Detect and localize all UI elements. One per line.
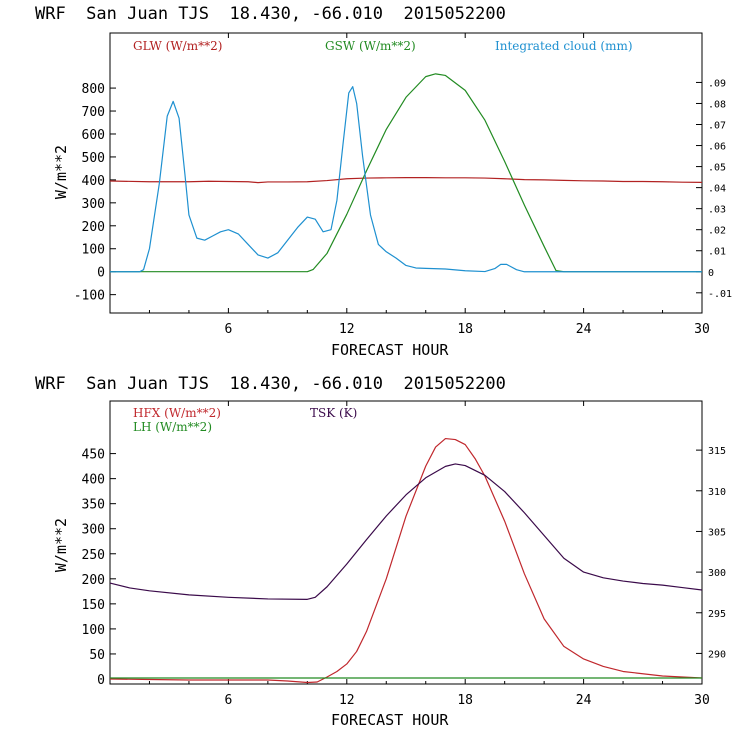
chart1-y2-tick-label: .03 (708, 205, 726, 216)
chart1-series-line-3 (110, 86, 702, 273)
chart1-marks: 6 12 18 24 30 -100 0 100 200 300 400 500 600 700 800 -.… (74, 33, 732, 337)
chart1-y-tick-label: 300 (82, 197, 105, 212)
chart2-y-tick-label: 150 (82, 598, 105, 613)
chart1-y-tick-label: 600 (82, 128, 105, 143)
chart1-y2-tick-label: .09 (708, 78, 726, 89)
chart1-y2-tick-label: .01 (708, 247, 726, 258)
chart2-series-line-3 (109, 463, 703, 600)
chart1-y2-tick-label: .04 (708, 184, 726, 195)
chart2-x-tick-label: 12 (339, 693, 355, 708)
chart1-y-tick-label: 0 (97, 266, 105, 281)
chart1-y2-tick-label: -.01 (708, 289, 732, 300)
chart1-y2-tick-label: .07 (708, 121, 726, 132)
chart2-y-tick-label: 0 (97, 673, 105, 688)
chart1-title: WRF San Juan TJS 18.430, -66.010 2015052… (35, 4, 506, 24)
chart2-y2-tick-label: 295 (708, 609, 726, 620)
chart2-x-axis-label: FORECAST HOUR (331, 711, 449, 729)
chart1-x-tick-label: 30 (694, 322, 710, 337)
chart1-y-tick-label: 200 (82, 220, 105, 235)
chart1-x-tick-label: 24 (576, 322, 592, 337)
chart1-y-tick-label: 800 (82, 82, 105, 97)
chart2-x-tick-label: 18 (457, 693, 473, 708)
chart2-legend-lh: LH (W/m**2) (133, 420, 212, 434)
chart2-legend-tsk: TSK (K) (310, 406, 357, 420)
chart1-y-tick-label: 500 (82, 151, 105, 166)
chart1-x-tick-label: 6 (224, 322, 232, 337)
chart1-x-tick-label: 18 (457, 322, 473, 337)
chart2-title: WRF San Juan TJS 18.430, -66.010 2015052… (35, 374, 506, 394)
chart2-y-tick-label: 350 (82, 498, 105, 513)
chart2-y-tick-label: 50 (89, 648, 105, 663)
chart2-y-tick-label: 250 (82, 548, 105, 563)
chart2-y2-tick-label: 300 (708, 568, 726, 579)
chart1-series-line-1 (109, 176, 703, 184)
chart1-y2-tick-label: 0 (708, 268, 714, 279)
chart1-y-tick-label: -100 (74, 289, 105, 304)
chart2-y-tick-label: 300 (82, 523, 105, 538)
chart1-y2-tick-label: .05 (708, 163, 726, 174)
chart1-y2-tick-label: .06 (708, 142, 726, 153)
chart1-legend-gsw: GSW (W/m**2) (325, 39, 416, 53)
chart2-y2-tick-label: 310 (708, 487, 726, 498)
chart2-y-axis-label: W/m**2 (52, 518, 70, 572)
chart1-y-tick-label: 400 (82, 174, 105, 189)
chart1-y2-tick-label: .02 (708, 226, 726, 237)
chart2-marks: 6 12 18 24 300501001502002503003504004502902… (82, 401, 726, 708)
chart1-legend-cloud: Integrated cloud (mm) (495, 39, 633, 53)
chart1-y-tick-label: 100 (82, 243, 105, 258)
chart1-series-line-2 (110, 73, 702, 273)
chart1-x-tick-label: 12 (339, 322, 355, 337)
chart2-y2-tick-label: 290 (708, 649, 726, 660)
chart2-y-tick-label: 450 (82, 448, 105, 463)
chart1-y-axis-label: W/m**2 (52, 145, 70, 199)
chart2-y-tick-label: 200 (82, 573, 105, 588)
chart2-y2-tick-label: 315 (708, 446, 726, 457)
chart2-y2-tick-label: 305 (708, 527, 726, 538)
chart2-y-tick-label: 100 (82, 623, 105, 638)
chart2-series-line-1 (109, 437, 703, 684)
chart1-x-axis-label: FORECAST HOUR (331, 341, 449, 359)
chart1-plot-frame (109, 32, 703, 314)
chart2-y-tick-label: 400 (82, 473, 105, 488)
chart2-legend-hfx: HFX (W/m**2) (133, 406, 221, 420)
chart2-x-tick-label: 30 (694, 693, 710, 708)
chart1-y-tick-label: 700 (82, 105, 105, 120)
chart2-plot-frame (109, 400, 703, 685)
chart2-x-tick-label: 24 (576, 693, 592, 708)
chart1-legend-glw: GLW (W/m**2) (133, 39, 222, 53)
chart2-x-tick-label: 6 (224, 693, 232, 708)
chart1-y2-tick-label: .08 (708, 99, 726, 110)
